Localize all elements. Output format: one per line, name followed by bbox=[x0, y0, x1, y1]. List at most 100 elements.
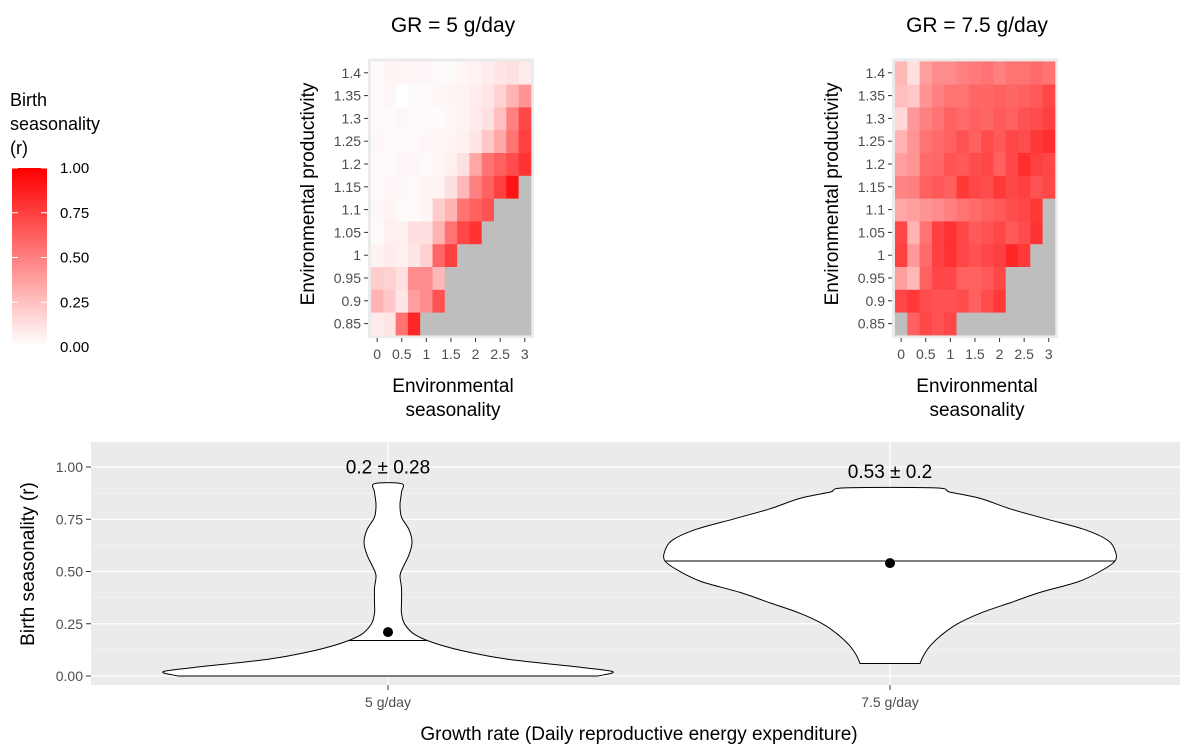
heatmap-x-tick-label: 2 bbox=[472, 346, 480, 362]
heatmap-cell bbox=[1018, 84, 1031, 108]
heatmap-cell bbox=[1030, 61, 1043, 85]
violin-y-tick-label: 0.25 bbox=[56, 616, 83, 632]
heatmap-cell bbox=[919, 312, 933, 336]
heatmap-cell bbox=[1030, 221, 1043, 245]
heatmap-cell bbox=[469, 84, 483, 108]
colorbar-segment bbox=[12, 191, 47, 196]
heatmap-x-tick-label: 0 bbox=[373, 346, 381, 362]
heatmap-cell bbox=[371, 152, 384, 176]
heatmap-cell bbox=[383, 84, 396, 108]
heatmap-cell bbox=[481, 175, 495, 199]
colorbar-segment bbox=[12, 314, 47, 318]
heatmap-cell bbox=[457, 152, 470, 176]
heatmap-cell-missing bbox=[518, 266, 532, 290]
heatmap-cell bbox=[420, 152, 433, 176]
heatmap-cell-missing bbox=[1042, 266, 1056, 290]
heatmap-cell bbox=[494, 175, 507, 199]
heatmap-y-tick-label: 0.9 bbox=[342, 293, 362, 309]
heatmap-cell-missing bbox=[444, 312, 458, 336]
heatmap-cell bbox=[383, 129, 396, 153]
heatmap-gr-5: GR = 5 g/day 0 0.5 1 1.5 2 2.5 3 0.85 0.9 0.95 1 1… bbox=[298, 14, 534, 421]
heatmap-cell bbox=[907, 312, 920, 336]
heatmap-cell bbox=[1005, 198, 1019, 222]
colorbar-segment bbox=[12, 188, 47, 193]
colorbar-segment bbox=[12, 197, 47, 202]
colorbar-segment bbox=[12, 284, 47, 288]
heatmap-cell bbox=[518, 84, 532, 108]
heatmap-cell bbox=[1042, 61, 1056, 85]
violin-mean-point bbox=[885, 558, 895, 569]
heatmap-cell-missing bbox=[1005, 266, 1019, 290]
heatmap-y-tick-label: 0.85 bbox=[858, 316, 885, 332]
colorbar-segment bbox=[12, 305, 47, 309]
heatmap-cell bbox=[1018, 221, 1031, 245]
heatmap-cell bbox=[968, 266, 982, 290]
legend-title-line-2: seasonality bbox=[10, 114, 100, 134]
heatmap-cell bbox=[420, 221, 433, 245]
heatmap-cell bbox=[931, 221, 945, 245]
heatmap-y-tick-label: 1.4 bbox=[342, 65, 362, 81]
heatmap-cell bbox=[420, 289, 433, 313]
heatmap-1-title: GR = 5 g/day bbox=[391, 14, 516, 37]
heatmap-cell-missing bbox=[518, 221, 532, 245]
heatmap-cell bbox=[931, 289, 945, 313]
heatmap-cell bbox=[444, 221, 458, 245]
heatmap-cell bbox=[469, 175, 483, 199]
heatmap-cell bbox=[1042, 84, 1056, 108]
heatmap-cell bbox=[494, 129, 507, 153]
heatmap-cell-missing bbox=[420, 312, 433, 336]
heatmap-cell bbox=[993, 221, 1007, 245]
heatmap-cell bbox=[944, 312, 957, 336]
heatmap-cell bbox=[1005, 175, 1019, 199]
colorbar-segment bbox=[12, 335, 47, 339]
heatmap-x-tick-label: 0.5 bbox=[916, 346, 936, 362]
colorbar-segment bbox=[12, 173, 47, 178]
heatmap-cell bbox=[506, 61, 519, 85]
colorbar-segment bbox=[12, 209, 47, 214]
heatmap-cell bbox=[395, 84, 409, 108]
heatmap-cell-missing bbox=[494, 312, 507, 336]
heatmap-cell bbox=[993, 198, 1007, 222]
heatmap-cell bbox=[395, 198, 409, 222]
colorbar-segment bbox=[12, 168, 47, 172]
heatmap-cell bbox=[481, 129, 495, 153]
heatmap-cell bbox=[1030, 107, 1043, 131]
heatmap-x-tick-label: 0.5 bbox=[392, 346, 412, 362]
heatmap-y-tick-label: 0.95 bbox=[858, 270, 885, 286]
heatmap-cell bbox=[895, 243, 908, 267]
heatmap-cell bbox=[956, 221, 970, 245]
heatmap-x-tick-label: 1.5 bbox=[441, 346, 461, 362]
heatmap-cell bbox=[907, 84, 920, 108]
heatmap-cell bbox=[371, 61, 384, 85]
heatmap-cell bbox=[481, 152, 495, 176]
heatmap-cell bbox=[506, 129, 519, 153]
heatmap-cell bbox=[395, 107, 409, 131]
heatmap-cell bbox=[944, 289, 957, 313]
colorbar-segment bbox=[12, 332, 47, 336]
heatmap-cell bbox=[494, 107, 507, 131]
heatmap-cell bbox=[981, 107, 994, 131]
heatmap-cell bbox=[993, 266, 1007, 290]
violin-y-tick-label: 0.75 bbox=[56, 511, 83, 527]
heatmap-1-x-ticks: 0 0.5 1 1.5 2 2.5 3 bbox=[373, 338, 529, 362]
heatmap-2-xlabel-line-1: Environmental bbox=[916, 376, 1037, 397]
violin-y-tick-label: 0.00 bbox=[56, 668, 83, 684]
heatmap-y-tick-label: 1 bbox=[353, 247, 361, 263]
heatmap-cell bbox=[444, 152, 458, 176]
heatmap-cell bbox=[444, 175, 458, 199]
heatmap-cell-missing bbox=[494, 289, 507, 313]
heatmap-cell-missing bbox=[1030, 266, 1043, 290]
heatmap-cell bbox=[420, 61, 433, 85]
heatmap-cell bbox=[907, 266, 920, 290]
heatmap-cell bbox=[956, 243, 970, 267]
heatmap-cell bbox=[383, 289, 396, 313]
heatmap-cell bbox=[956, 198, 970, 222]
heatmap-cell-missing bbox=[1042, 243, 1056, 267]
heatmap-1-cells bbox=[368, 58, 534, 339]
colorbar-segment bbox=[12, 185, 47, 190]
heatmap-cell bbox=[395, 312, 409, 336]
heatmap-cell bbox=[944, 175, 957, 199]
heatmap-cell bbox=[457, 175, 470, 199]
colorbar-segment bbox=[12, 317, 47, 321]
heatmap-cell bbox=[956, 107, 970, 131]
